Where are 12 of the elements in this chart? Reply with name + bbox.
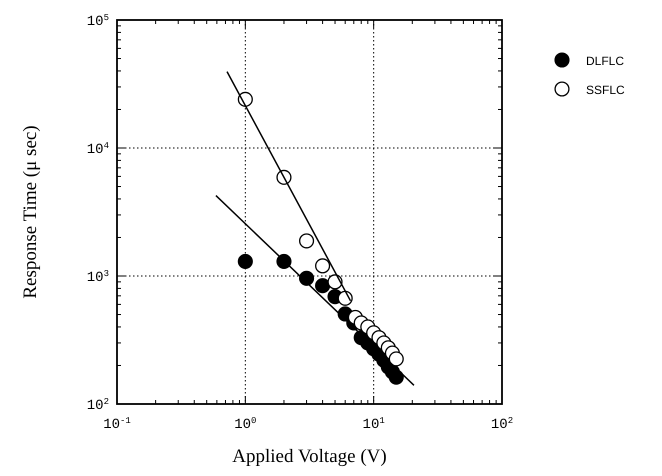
- x-tick-label: 10$^{-1}$: [103, 416, 131, 433]
- legend-label: SSFLC: [586, 83, 626, 97]
- legend-label: DLFLC: [586, 54, 624, 68]
- x-tick-label: 10$^{1}$: [362, 416, 385, 433]
- y-tick-label: 10$^{4}$: [86, 141, 109, 158]
- y-tick-label: 10$^{5}$: [86, 13, 109, 30]
- x-tick-label: 10$^{0}$: [234, 416, 256, 433]
- y-tick-label: 10$^{3}$: [86, 269, 109, 286]
- y-tick-label: 10$^{2}$: [86, 397, 109, 414]
- x-axis-title: Applied Voltage (V): [232, 446, 387, 467]
- y-axis-title: Response Time (μ sec): [20, 125, 41, 299]
- x-tick-label: 10$^{2}$: [490, 416, 514, 433]
